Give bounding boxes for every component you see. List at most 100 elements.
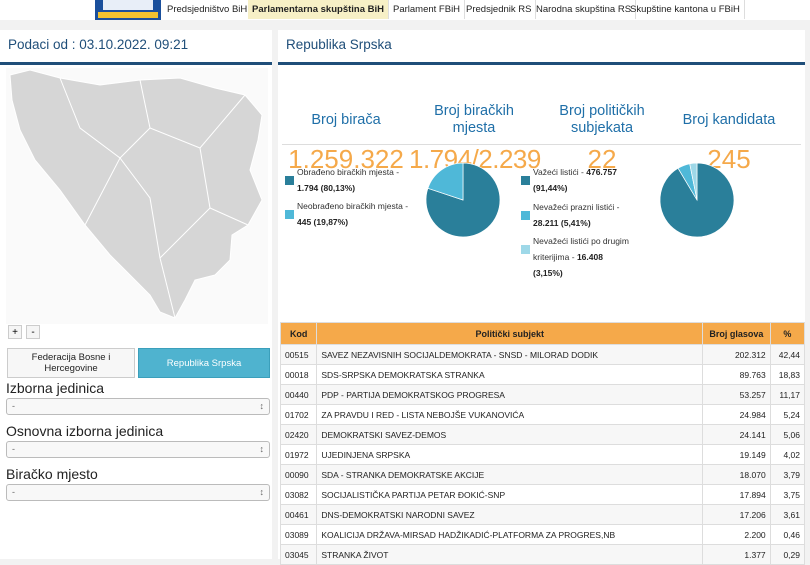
table-cell: 00090 [279,464,318,485]
legend-label: Nevažeći listići po drugim kriterijima - [533,236,629,262]
legend-item: Neobrađeno biračkih mjesta - 445 (19,87%… [297,198,417,230]
region-button[interactable]: Republika Srpska [138,348,270,378]
table-cell: 01702 [279,404,318,425]
table-row[interactable]: 00440 PDP - PARTIJA DEMOKRATSKOG PROGRESA… [279,384,806,405]
region-button[interactable]: Federacija Bosne i Hercegovine [7,348,135,378]
field-label: Biračko mjesto [6,466,98,482]
table-cell: 03045 [279,544,318,565]
table-cell: 202.312 [702,344,771,365]
field-select[interactable]: - [6,398,270,415]
table-cell: 00018 [279,364,318,385]
legend-item: Nevažeći listići po drugim kriterijima -… [533,233,633,281]
table-cell: 24.141 [702,424,771,445]
left-panel: Podaci od : 03.10.2022. 09:21 + - Federac… [0,30,272,559]
divider [282,144,801,145]
table-cell: 24.984 [702,404,771,425]
table-row[interactable]: 03089 KOALICIJA DRŽAVA-MIRSAD HADŽIKADIĆ-… [279,524,806,545]
legend-item: Obrađeno biračkih mjesta - 1.794 (80,13%… [297,164,417,196]
zoom-button[interactable]: + [8,325,22,339]
pie-slice [427,162,464,201]
table-cell: 0,46 [769,524,806,545]
legend-swatch [285,210,294,219]
nav-tab[interactable]: Predsjednik RS [462,0,537,19]
legend-item: Nevažeći prazni listići - 28.211 (5,41%) [533,199,633,231]
table-cell: 18.070 [702,464,771,485]
column-header: Politički subjekt [316,322,704,345]
legend-label: Neobrađeno biračkih mjesta - [297,201,409,211]
table-cell: STRANKA ŽIVOT [316,544,704,565]
stat: Broj birača 1.259.322 [286,102,406,175]
table-cell: 0,29 [769,544,806,565]
table-row[interactable]: 00461 DNS-DEMOKRATSKI NARODNI SAVEZ 17.206… [279,504,806,525]
pie-slice [689,162,698,201]
results-table: Kod Politički subjekt Broj glasova% 00515 SA… [279,322,806,565]
nav-tab[interactable]: Parlamentarna skupština BiH [248,0,389,19]
table-cell: 5,24 [769,404,806,425]
table-row[interactable]: 03045 STRANKA ŽIVOT 1.377 0,29 [279,544,806,565]
table-cell: 89.763 [702,364,771,385]
table-cell: 19.149 [702,444,771,465]
table-cell: PDP - PARTIJA DEMOKRATSKOG PROGRESA [316,384,704,405]
legend-swatch [521,211,530,220]
table-row[interactable]: 00090 SDA - STRANKA DEMOKRATSKE AKCIJE 18.… [279,464,806,485]
table-cell: 03089 [279,524,318,545]
table-cell: 1.377 [702,544,771,565]
table-cell: 03082 [279,484,318,505]
table-cell: 42,44 [769,344,806,365]
stat: Broj političkih subjekata 22 [542,102,662,175]
table-cell: 18,83 [769,364,806,385]
table-cell: ZA PRAVDU I RED - LISTA NEBOJŠE VUKANOVI… [316,404,704,425]
table-cell: KOALICIJA DRŽAVA-MIRSAD HADŽIKADIĆ-PLATF… [316,524,704,545]
table-row[interactable]: 00515 SAVEZ NEZAVISNIH SOCIJALDEMOKRATA -… [279,344,806,365]
stat-label: Broj kandidata [682,111,776,128]
table-cell: DEMOKRATSKI SAVEZ-DEMOS [316,424,704,445]
field-label: Izborna jedinica [6,380,105,396]
stat-value: 1.259.322 [288,144,404,174]
zoom-button[interactable]: - [26,325,40,339]
table-cell: DNS-DEMOKRATSKI NARODNI SAVEZ [316,504,704,525]
table-row[interactable]: 00018 SDS-SRPSKA DEMOKRATSKA STRANKA 89.76… [279,364,806,385]
table-cell: 01972 [279,444,318,465]
column-header: % [769,322,806,345]
legend-item: Važeći listići - 476.757 (91,44%) [533,164,633,196]
column-header: Kod [279,322,318,345]
legend-value: 28.211 (5,41%) [533,218,591,228]
right-header: Republika Srpska [278,30,805,65]
stat-label: Broj političkih subjekata [559,103,645,136]
nav-tab[interactable]: Parlament FBiH [389,0,466,19]
field-label: Osnovna izborna jedinica [6,423,164,439]
pie [425,162,501,238]
map-region[interactable] [9,69,263,319]
field-select[interactable]: - [6,441,270,458]
map [6,68,268,324]
table-row[interactable]: 02420 DEMOKRATSKI SAVEZ-DEMOS 24.141 5,06 [279,424,806,445]
pie [659,162,735,238]
table-cell: 53.257 [702,384,771,405]
table-cell: 5,06 [769,424,806,445]
stat-label: Broj birača [311,111,381,128]
table-cell: 17.206 [702,504,771,525]
table-cell: SAVEZ NEZAVISNIH SOCIJALDEMOKRATA - SNSD… [316,344,704,365]
table-cell: 3,61 [769,504,806,525]
table-row[interactable]: 03082 SOCIJALISTIČKA PARTIJA PETAR ĐOKIĆ-… [279,484,806,505]
legend-label: Obrađeno biračkih mjesta - [297,167,400,177]
table-cell: 02420 [279,424,318,445]
nav-bar: Predsjedništvo BiH Parlamentarna skupštin… [0,0,810,20]
legend-value: 16.408 (3,15%) [533,252,603,278]
table-cell: UJEDINJENA SRPSKA [316,444,704,465]
logo [95,0,161,20]
table-row[interactable]: 01702 ZA PRAVDU I RED - LISTA NEBOJŠE VUK… [279,404,806,425]
table-cell: SDA - STRANKA DEMOKRATSKE AKCIJE [316,464,704,485]
table-cell: 2.200 [702,524,771,545]
table-row[interactable]: 01972 UJEDINJENA SRPSKA 19.149 4,02 [279,444,806,465]
table-cell: SDS-SRPSKA DEMOKRATSKA STRANKA [316,364,704,385]
legend-value: 476.757 (91,44%) [533,167,617,193]
left-header: Podaci od : 03.10.2022. 09:21 [0,30,272,65]
nav-tab[interactable]: Skupštine kantona u FBiH [626,0,745,19]
legend-swatch [521,176,530,185]
nav-tab[interactable]: Narodna skupština RS [532,0,637,19]
nav-tab[interactable]: Predsjedništvo BiH [163,0,253,19]
field-select[interactable]: - [6,484,270,501]
stat-value: 22 [587,144,617,174]
stat-label: Broj biračkih mjesta [434,103,514,136]
